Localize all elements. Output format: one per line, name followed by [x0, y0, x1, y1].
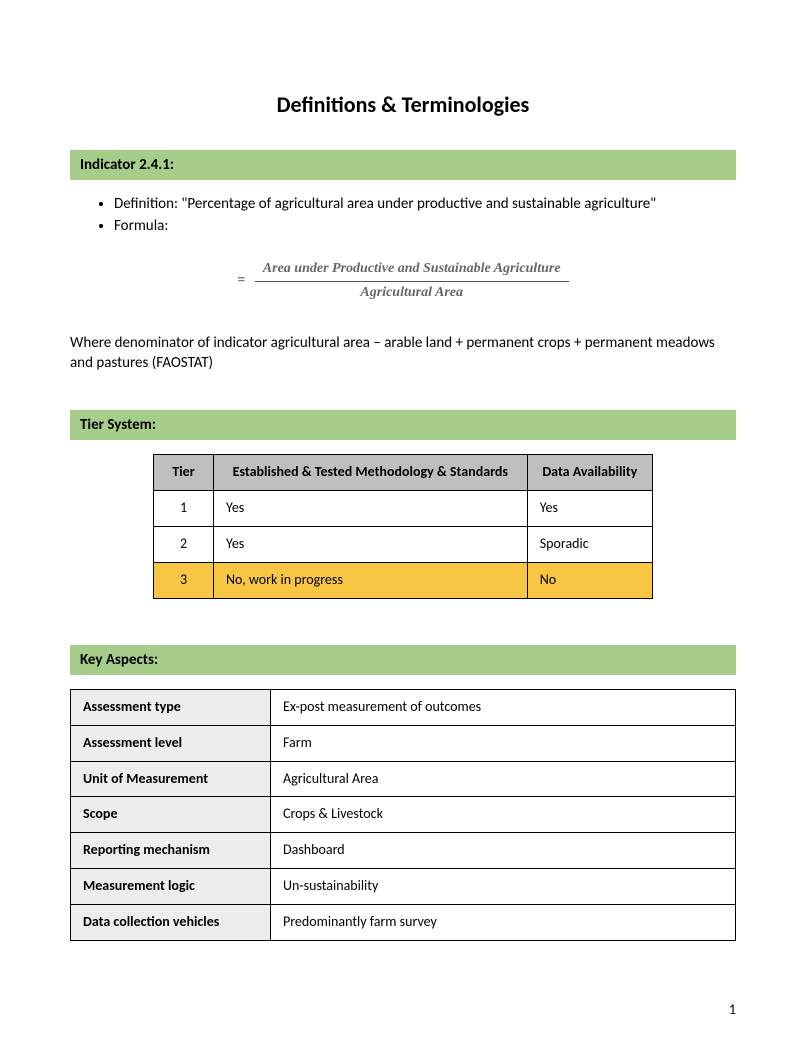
key-cell: Unit of Measurement	[71, 761, 271, 797]
table-cell: Yes	[214, 526, 528, 562]
key-aspects-table: Assessment typeEx-post measurement of ou…	[70, 689, 736, 941]
value-cell: Dashboard	[271, 833, 736, 869]
section-tier-heading: Tier System:	[70, 410, 736, 440]
table-cell: Yes	[214, 490, 528, 526]
bullet-formula: Formula:	[114, 216, 736, 236]
table-row: 1YesYes	[154, 490, 653, 526]
key-cell: Reporting mechanism	[71, 833, 271, 869]
key-cell: Scope	[71, 797, 271, 833]
definition-label: Definition:	[114, 195, 181, 213]
table-row: Assessment typeEx-post measurement of ou…	[71, 689, 736, 725]
page-title: Definitions & Terminologies	[70, 90, 736, 120]
table-cell: 2	[154, 526, 214, 562]
value-cell: Un-sustainability	[271, 869, 736, 905]
table-row: Data collection vehiclesPredominantly fa…	[71, 905, 736, 941]
tier-table-header-row: Tier Established & Tested Methodology & …	[154, 454, 653, 490]
key-cell: Measurement logic	[71, 869, 271, 905]
value-cell: Crops & Livestock	[271, 797, 736, 833]
table-row: 2YesSporadic	[154, 526, 653, 562]
key-cell: Assessment type	[71, 689, 271, 725]
bullet-definition: Definition: "Percentage of agricultural …	[114, 194, 736, 214]
table-row: ScopeCrops & Livestock	[71, 797, 736, 833]
tier-col-0: Tier	[154, 454, 214, 490]
formula-denominator: Agricultural Area	[255, 282, 569, 303]
table-cell: No	[527, 562, 652, 598]
table-cell: 3	[154, 562, 214, 598]
section-key-aspects-heading: Key Aspects:	[70, 645, 736, 675]
tier-col-1: Established & Tested Methodology & Stand…	[214, 454, 528, 490]
value-cell: Farm	[271, 725, 736, 761]
table-row: 3No, work in progressNo	[154, 562, 653, 598]
table-cell: No, work in progress	[214, 562, 528, 598]
value-cell: Predominantly farm survey	[271, 905, 736, 941]
value-cell: Ex-post measurement of outcomes	[271, 689, 736, 725]
formula: = Area under Productive and Sustainable …	[70, 260, 736, 303]
table-cell: Sporadic	[527, 526, 652, 562]
key-cell: Assessment level	[71, 725, 271, 761]
table-row: Unit of MeasurementAgricultural Area	[71, 761, 736, 797]
value-cell: Agricultural Area	[271, 761, 736, 797]
formula-numerator: Area under Productive and Sustainable Ag…	[255, 260, 569, 282]
indicator-bullets: Definition: "Percentage of agricultural …	[70, 194, 736, 237]
definition-text: "Percentage of agricultural area under p…	[181, 195, 656, 213]
table-cell: 1	[154, 490, 214, 526]
equals-sign: =	[237, 272, 245, 291]
tier-col-2: Data Availability	[527, 454, 652, 490]
table-row: Measurement logicUn-sustainability	[71, 869, 736, 905]
section-indicator-heading: Indicator 2.4.1:	[70, 150, 736, 180]
table-cell: Yes	[527, 490, 652, 526]
where-clause: Where denominator of indicator agricultu…	[70, 333, 736, 374]
key-cell: Data collection vehicles	[71, 905, 271, 941]
table-row: Reporting mechanismDashboard	[71, 833, 736, 869]
fraction: Area under Productive and Sustainable Ag…	[255, 260, 569, 303]
tier-table: Tier Established & Tested Methodology & …	[153, 454, 653, 599]
page-number: 1	[70, 1001, 736, 1020]
table-row: Assessment levelFarm	[71, 725, 736, 761]
